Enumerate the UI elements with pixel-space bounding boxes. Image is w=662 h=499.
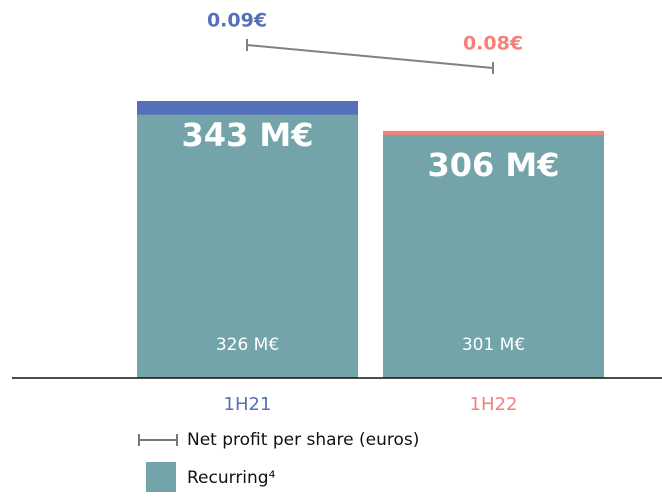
eps-label: 0.08€ [463, 33, 523, 55]
bar-segment [137, 114, 358, 378]
bar-label: 306 M€ [427, 146, 559, 184]
x-tick-label: 1H22 [470, 394, 518, 415]
bar-label: 343 M€ [181, 116, 313, 154]
eps-label: 0.09€ [207, 10, 267, 32]
legend-label: Recurring⁴ [187, 468, 276, 488]
segment-label: 301 M€ [462, 335, 525, 355]
legend: Net profit per share (euros) Recurring⁴ [138, 430, 419, 492]
segment-label: 326 M€ [216, 335, 279, 355]
legend-swatch [146, 462, 176, 492]
bar-segment [383, 134, 604, 378]
x-tick-label: 1H21 [224, 394, 272, 415]
eps-line [246, 44, 494, 69]
legend-label: Net profit per share (euros) [187, 430, 419, 450]
